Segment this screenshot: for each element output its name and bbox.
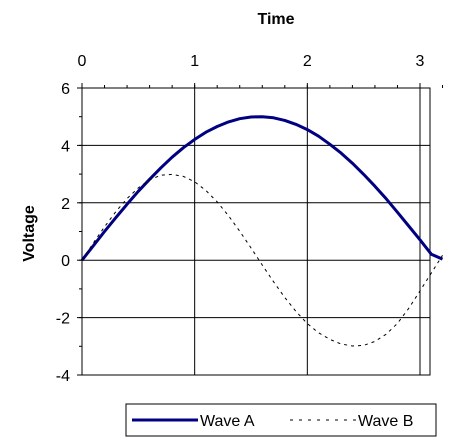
legend-label-wave-a: Wave A xyxy=(200,413,255,430)
x-axis-title: Time xyxy=(257,11,294,28)
x-tick-label: 3 xyxy=(416,53,425,70)
y-tick-label: 4 xyxy=(61,138,70,155)
y-tick-label: -2 xyxy=(56,311,70,328)
legend: Wave A Wave B xyxy=(125,403,437,437)
series-line-wave-a xyxy=(80,115,444,262)
legend-label-wave-b: Wave B xyxy=(358,413,413,430)
series-group xyxy=(80,115,444,347)
y-tick-label: 6 xyxy=(61,81,70,98)
series-line-wave-b xyxy=(81,173,443,347)
plot-area-frame xyxy=(81,87,431,376)
y-axis-title: Voltage xyxy=(21,205,38,262)
y-axis-ticks: -4 -2 0 2 4 6 xyxy=(56,81,82,385)
y-tick-label: 2 xyxy=(61,196,70,213)
x-tick-label: 0 xyxy=(78,53,87,70)
y-tick-label: 0 xyxy=(61,253,70,270)
x-tick-label: 2 xyxy=(303,53,312,70)
x-tick-label: 1 xyxy=(190,53,199,70)
grid xyxy=(82,88,430,375)
y-tick-label: -4 xyxy=(56,368,70,385)
x-axis-ticks: 0 1 2 3 xyxy=(78,53,444,88)
